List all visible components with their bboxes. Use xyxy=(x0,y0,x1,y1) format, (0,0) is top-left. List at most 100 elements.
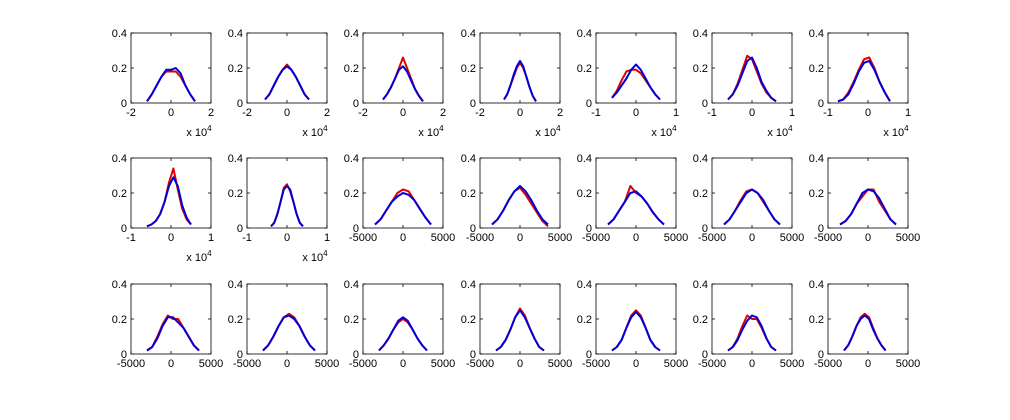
x-tick-label: -5000 xyxy=(466,232,494,244)
y-tick-label: 0 xyxy=(237,98,243,110)
axes-box xyxy=(130,157,212,229)
x-tick-label: 0 xyxy=(865,232,871,244)
y-tick-label: 0.2 xyxy=(112,314,127,326)
x-tick-label: 1 xyxy=(905,107,911,119)
series-line-blue xyxy=(839,188,897,226)
subplot-6: 00.20.4-1 0 1x 104 xyxy=(693,28,795,139)
axes-box xyxy=(479,283,561,355)
x-tick-label: -2 xyxy=(126,107,136,119)
y-tick-label: 0 xyxy=(586,349,592,361)
x-exponent-label: x 104 xyxy=(767,124,793,139)
y-tick-label: 0 xyxy=(470,349,476,361)
y-tick-label: 0.4 xyxy=(228,279,243,291)
y-tick-label: 0.4 xyxy=(693,279,708,291)
x-tick-label: 0 xyxy=(168,358,174,370)
subplot-19: 00.20.4-5000 0 5000 xyxy=(577,279,689,370)
y-tick-label: 0.4 xyxy=(461,153,476,165)
x-tick-label: 0 xyxy=(865,107,871,119)
x-tick-label: -1 xyxy=(242,232,252,244)
subplot-1: 00.20.4-2 0 2x 104 xyxy=(112,28,214,139)
x-tick-label: 0 xyxy=(517,232,523,244)
x-tick-label: -2 xyxy=(475,107,485,119)
axes-box xyxy=(827,32,909,104)
x-tick-label: 5000 xyxy=(664,358,688,370)
y-tick-label: 0 xyxy=(237,223,243,235)
axes-box xyxy=(595,32,677,104)
x-tick-label: -5000 xyxy=(466,358,494,370)
y-tick-label: 0.4 xyxy=(693,153,708,165)
axes-box xyxy=(130,283,212,355)
y-tick-label: 0.4 xyxy=(461,279,476,291)
x-tick-label: 5000 xyxy=(548,232,572,244)
x-tick-label: 1 xyxy=(789,107,795,119)
subplot-8: 00.20.4-1 0 1x 104 xyxy=(112,153,214,264)
subplot-11: 00.20.4-5000 0 5000 xyxy=(461,153,573,244)
y-tick-label: 0.2 xyxy=(344,63,359,75)
y-tick-label: 0.4 xyxy=(809,279,824,291)
x-tick-label: -2 xyxy=(242,107,252,119)
series-line-blue xyxy=(374,192,432,226)
series-line-blue xyxy=(727,56,777,103)
axes-box xyxy=(246,283,328,355)
x-tick-label: -1 xyxy=(707,107,717,119)
subplot-5: 00.20.4-1 0 1x 104 xyxy=(577,28,679,139)
x-exponent-label: x 104 xyxy=(883,124,909,139)
y-tick-label: 0 xyxy=(818,98,824,110)
series-line-blue xyxy=(146,67,196,102)
y-tick-label: 0.2 xyxy=(228,188,243,200)
y-tick-label: 0.4 xyxy=(344,28,359,40)
y-tick-label: 0.2 xyxy=(693,63,708,75)
y-tick-label: 0 xyxy=(702,98,708,110)
x-tick-label: 0 xyxy=(633,358,639,370)
y-tick-label: 0 xyxy=(586,98,592,110)
x-tick-label: -5000 xyxy=(117,358,145,370)
subplot-7: 00.20.4-1 0 1x 104 xyxy=(809,28,911,139)
series-line-blue xyxy=(146,316,200,352)
x-tick-label: -5000 xyxy=(349,232,377,244)
axes-box xyxy=(711,32,793,104)
y-tick-label: 0 xyxy=(353,98,359,110)
x-tick-label: 2 xyxy=(208,107,214,119)
y-tick-label: 0.2 xyxy=(112,63,127,75)
subplot-14: 00.20.4-5000 0 5000 xyxy=(809,153,921,244)
series-line-blue xyxy=(727,314,777,352)
series-line-blue xyxy=(264,65,310,101)
x-exponent-label: x 104 xyxy=(651,124,677,139)
y-tick-label: 0.4 xyxy=(112,153,127,165)
series-line-blue xyxy=(611,63,661,101)
x-tick-label: 0 xyxy=(865,358,871,370)
axes-box xyxy=(362,32,444,104)
y-tick-label: 0.2 xyxy=(461,188,476,200)
y-tick-label: 0.2 xyxy=(461,63,476,75)
subplot-9: 00.20.4-1 0 1x 104 xyxy=(228,153,330,264)
y-tick-label: 0.2 xyxy=(693,188,708,200)
x-tick-label: 0 xyxy=(749,232,755,244)
y-tick-label: 0 xyxy=(121,223,127,235)
x-exponent-label: x 104 xyxy=(535,124,561,139)
x-tick-label: 0 xyxy=(284,107,290,119)
x-tick-label: -5000 xyxy=(582,358,610,370)
y-tick-label: 0.4 xyxy=(112,279,127,291)
subplot-12: 00.20.4-5000 0 5000 xyxy=(577,153,689,244)
y-tick-label: 0.2 xyxy=(344,188,359,200)
x-exponent-label: x 104 xyxy=(418,124,444,139)
axes-box xyxy=(595,283,677,355)
y-tick-label: 0.2 xyxy=(228,314,243,326)
axes-box xyxy=(479,157,561,229)
series-line-blue xyxy=(723,188,781,226)
x-tick-label: -5000 xyxy=(698,232,726,244)
y-tick-label: 0 xyxy=(586,223,592,235)
x-tick-label: -1 xyxy=(126,232,136,244)
x-exponent-label: x 104 xyxy=(302,249,328,264)
y-tick-label: 0.4 xyxy=(577,28,592,40)
subplot-2: 00.20.4-2 0 2x 104 xyxy=(228,28,330,139)
series-line-blue xyxy=(382,65,424,102)
x-tick-label: 5000 xyxy=(664,232,688,244)
subplot-20: 00.20.4-5000 0 5000 xyxy=(693,279,805,370)
axes-box xyxy=(711,157,793,229)
y-tick-label: 0.2 xyxy=(461,314,476,326)
y-tick-label: 0 xyxy=(702,349,708,361)
y-tick-label: 0.4 xyxy=(577,279,592,291)
y-tick-label: 0.4 xyxy=(344,279,359,291)
x-tick-label: 0 xyxy=(633,107,639,119)
